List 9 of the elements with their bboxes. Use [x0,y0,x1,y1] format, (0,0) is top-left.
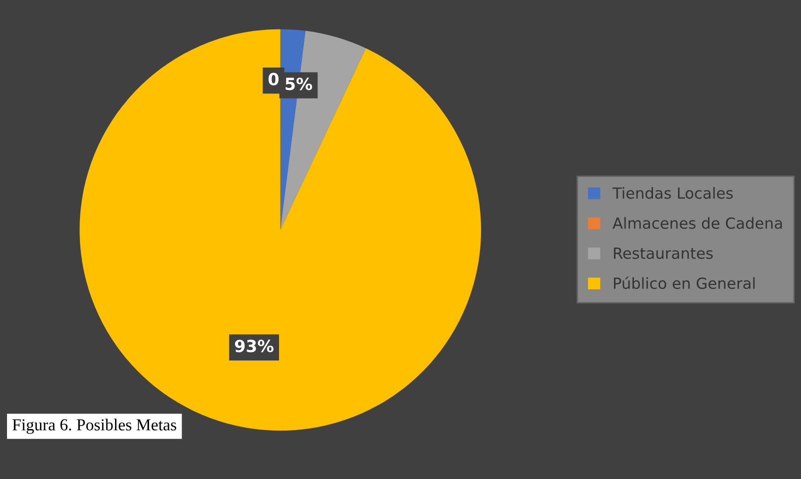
legend-label: Almacenes de Cadena [612,217,782,229]
legend-label: Tiendas Locales [612,187,733,199]
pie-slice [280,30,366,230]
data-label: 5% [286,78,312,90]
text: 0 [268,72,279,86]
text: Figura 6. Posibles Metas [12,418,176,434]
data-label: 93% [234,340,274,352]
legend-label: Restaurantes [614,248,713,259]
legend-label: Público en General [614,276,755,290]
